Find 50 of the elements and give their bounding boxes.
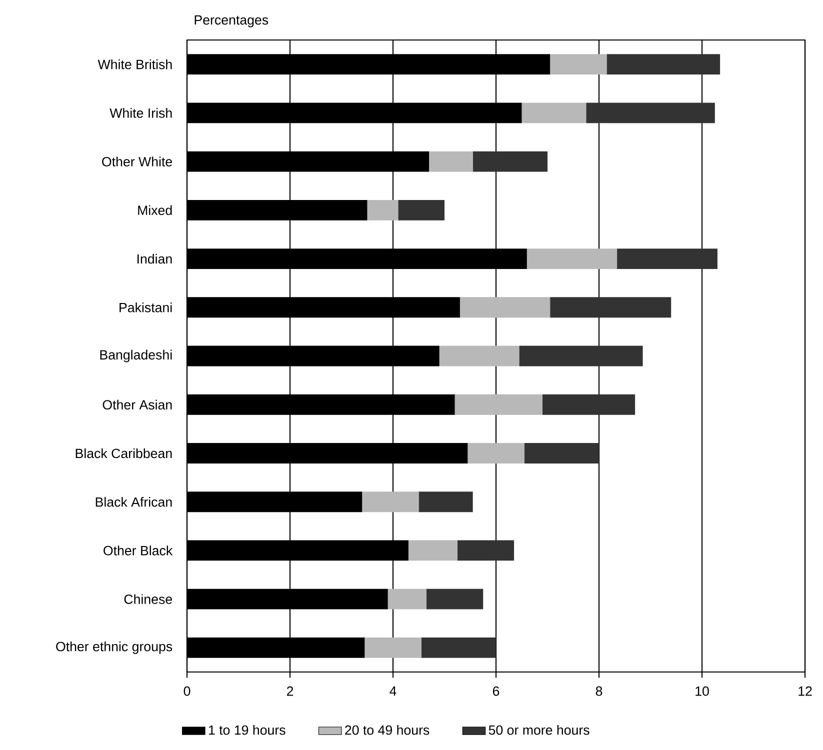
bar xyxy=(460,297,550,318)
bar xyxy=(586,102,715,124)
x-axis-title: Percentages xyxy=(194,15,268,28)
y-tick-label: Other ethnic groups xyxy=(56,641,172,654)
x-tick-label: 2 xyxy=(286,686,294,696)
y-tick-label: Black African xyxy=(96,496,172,507)
y-tick-label: Mixed xyxy=(138,205,172,216)
y-tick-label: White Irish xyxy=(110,108,172,118)
bar xyxy=(522,102,586,124)
bar xyxy=(418,492,473,512)
legend-label: 50 or more hours xyxy=(488,725,590,735)
y-tick-label: White British xyxy=(98,59,172,70)
y-tick-label: Bangladeshi xyxy=(100,350,172,362)
y-tick-label: Other White xyxy=(102,156,172,166)
bar xyxy=(454,394,542,415)
bar xyxy=(468,443,524,464)
x-tick-label: 12 xyxy=(798,686,812,696)
bar xyxy=(398,200,445,220)
bar xyxy=(408,540,458,561)
bar xyxy=(519,346,643,366)
x-tick-label: 10 xyxy=(696,686,709,696)
legend-label: 1 to 19 hours xyxy=(208,725,286,735)
x-tick-label: 0 xyxy=(184,686,190,696)
y-tick-label: Chinese xyxy=(124,594,172,604)
bar xyxy=(617,248,718,269)
bar xyxy=(388,588,426,610)
bar xyxy=(526,248,618,269)
y-tick-label: Black Caribbean xyxy=(76,448,172,458)
bar xyxy=(439,346,520,366)
y-tick-label: Other Black xyxy=(104,546,173,556)
bar xyxy=(550,297,672,318)
bar xyxy=(606,54,720,75)
x-tick-label: 6 xyxy=(492,686,500,696)
y-tick-label: Indian xyxy=(138,254,172,264)
legend-label: 20 to 49 hours xyxy=(345,725,430,735)
bar xyxy=(429,151,473,172)
bar xyxy=(362,492,419,512)
x-tick-label: 8 xyxy=(596,686,602,696)
bar xyxy=(426,588,484,610)
bar xyxy=(364,637,422,658)
bar xyxy=(472,151,548,172)
bar xyxy=(542,394,636,415)
bar xyxy=(550,54,607,75)
y-tick-label: Other Asian xyxy=(102,400,172,410)
bar xyxy=(524,443,600,464)
bar xyxy=(367,200,398,220)
x-tick-label: 4 xyxy=(390,686,396,696)
bar xyxy=(421,637,496,658)
y-tick-label: Pakistani xyxy=(120,302,172,312)
bar xyxy=(457,540,514,561)
